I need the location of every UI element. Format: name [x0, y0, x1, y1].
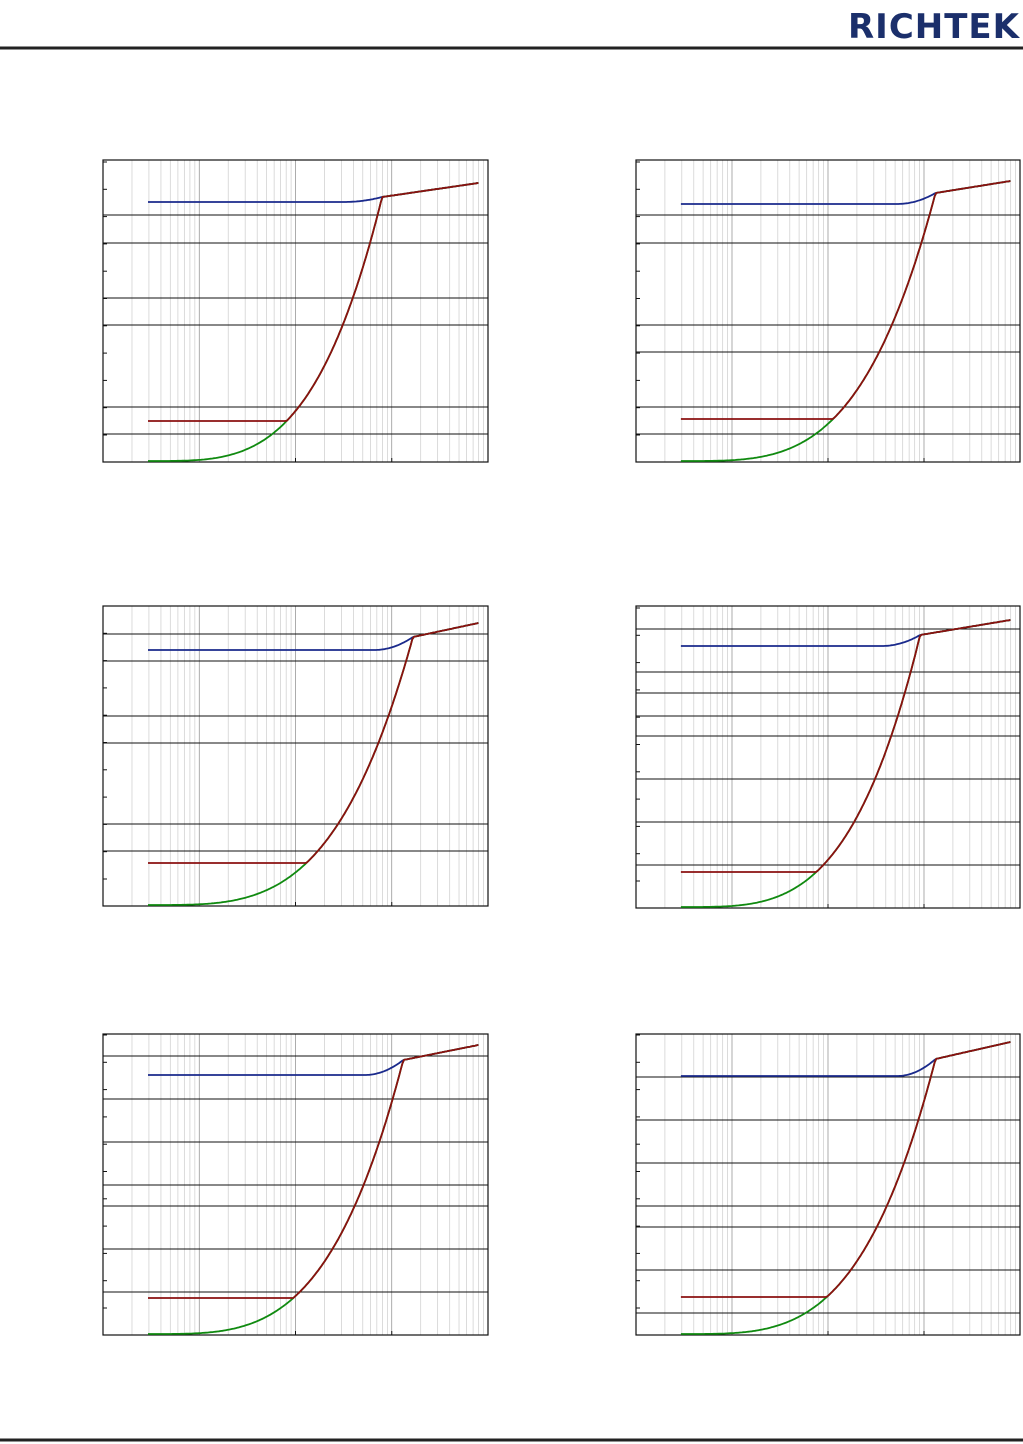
- plot-frame: [102, 1033, 489, 1336]
- plot-frame: [635, 1033, 1021, 1336]
- plot-frame: [102, 605, 489, 907]
- curve-blue: [148, 182, 479, 203]
- plot-frame: [635, 159, 1021, 463]
- curve-green: [680, 619, 1011, 908]
- curve-blue: [680, 1041, 1011, 1077]
- curve-blue: [148, 1044, 479, 1076]
- curve-blue: [680, 619, 1011, 647]
- plot-frame: [102, 159, 489, 463]
- figure: [102, 605, 489, 907]
- figures: [102, 159, 1021, 1336]
- curve-red: [148, 182, 479, 422]
- figure: [102, 159, 489, 463]
- figure: [635, 605, 1021, 909]
- curve-red: [680, 1041, 1011, 1298]
- figure: [635, 1033, 1021, 1336]
- curve-red: [680, 180, 1011, 420]
- plot-frame: [635, 605, 1021, 909]
- figure: [635, 159, 1021, 463]
- curve-green: [148, 1044, 479, 1335]
- curve-blue: [148, 622, 479, 651]
- curve-blue: [680, 180, 1011, 205]
- curve-green: [680, 1041, 1011, 1335]
- curve-red: [148, 622, 479, 864]
- curve-red: [148, 1044, 479, 1299]
- logo: RICHTEK: [848, 7, 1021, 47]
- curve-red: [680, 619, 1011, 873]
- figure: [102, 1033, 489, 1336]
- curve-green: [148, 182, 479, 462]
